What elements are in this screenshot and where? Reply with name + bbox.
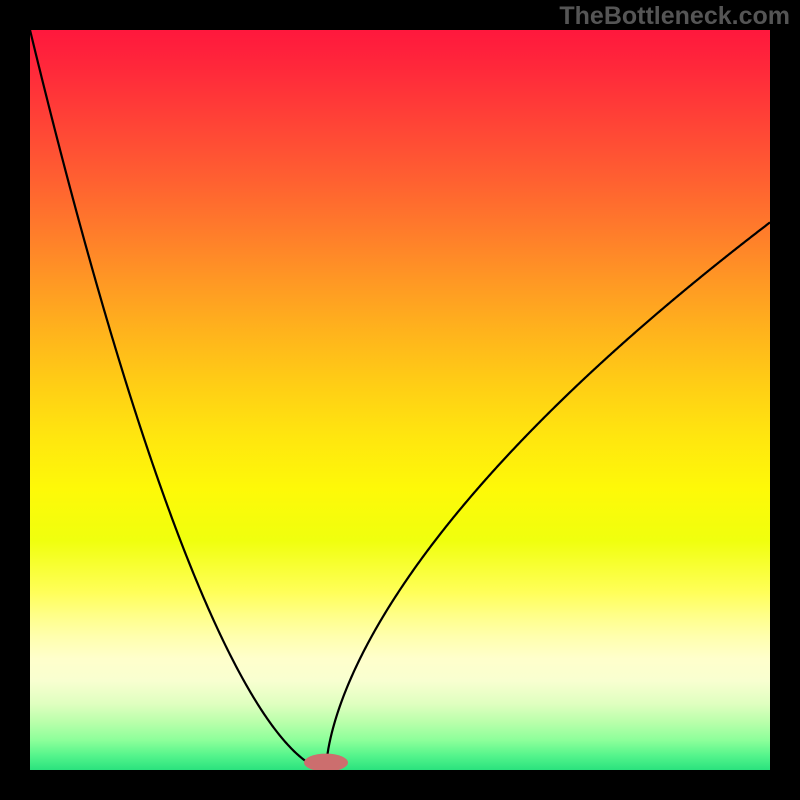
chart-viewport: TheBottleneck.com	[0, 0, 800, 800]
bottleneck-curve-chart	[0, 0, 800, 800]
plot-background-gradient	[30, 30, 770, 770]
watermark-text: TheBottleneck.com	[559, 2, 790, 31]
optimum-marker	[304, 754, 348, 772]
